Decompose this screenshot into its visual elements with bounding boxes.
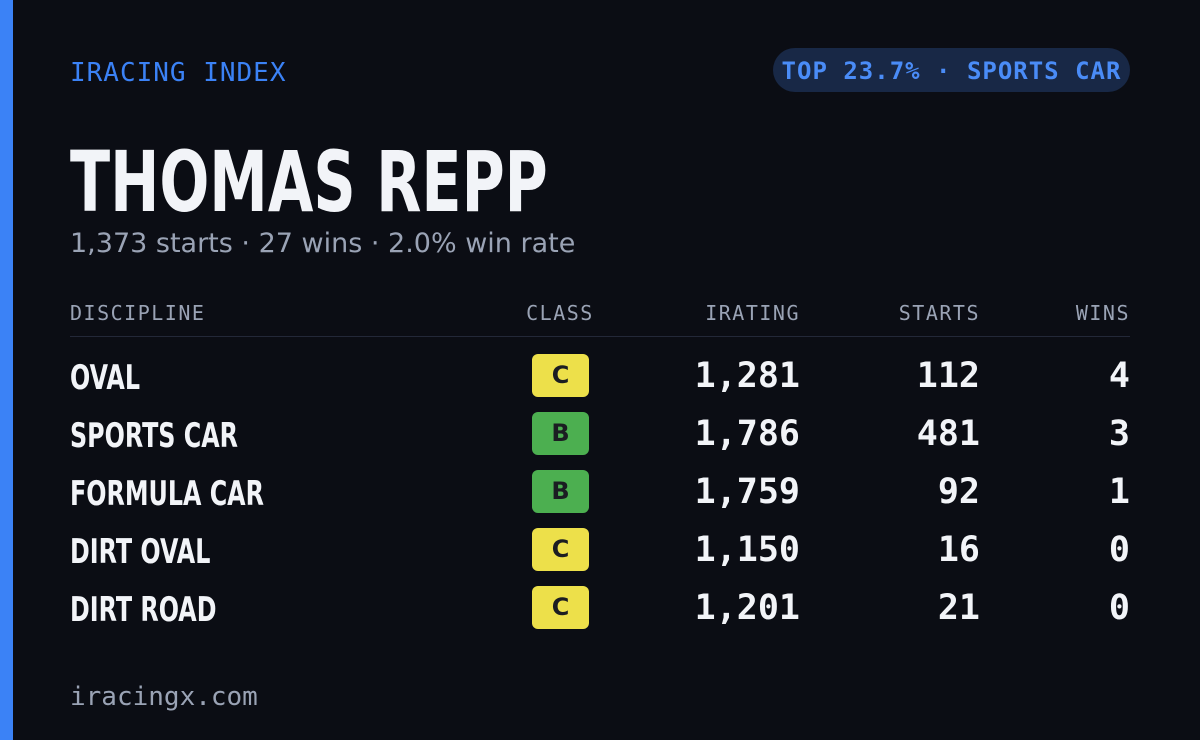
driver-name-text: THOMAS REPP (70, 133, 548, 231)
wins: 4 (1108, 356, 1130, 396)
irating: 1,786 (694, 414, 800, 454)
wins: 1 (1108, 472, 1130, 512)
class-badge: C (532, 586, 589, 629)
driver-name: THOMAS REPP (70, 134, 753, 230)
starts: 112 (916, 356, 980, 396)
column-header: DISCIPLINE (70, 301, 206, 325)
irating: 1,281 (694, 356, 800, 396)
brand: IRACING INDEX (70, 58, 287, 88)
column-header: STARTS (898, 301, 980, 325)
discipline: DIRT ROAD (70, 590, 279, 630)
summary: 1,373 starts · 27 wins · 2.0% win rate (70, 228, 576, 259)
accent-stripe (0, 0, 13, 740)
class-badge: C (532, 528, 589, 571)
starts: 16 (937, 530, 980, 570)
wins: 3 (1108, 414, 1130, 454)
discipline: SPORTS CAR (70, 416, 310, 456)
wins: 0 (1108, 530, 1130, 570)
starts: 92 (937, 472, 980, 512)
discipline-text: DIRT OVAL (70, 532, 211, 572)
wins: 0 (1108, 588, 1130, 628)
site-url: iracingx.com (70, 682, 258, 712)
irating: 1,201 (694, 588, 800, 628)
class-badge: B (532, 470, 589, 513)
starts: 21 (937, 588, 980, 628)
rank-badge: TOP 23.7% · SPORTS CAR (773, 48, 1130, 92)
discipline-text: DIRT ROAD (70, 590, 217, 630)
irating: 1,759 (694, 472, 800, 512)
discipline: OVAL (70, 358, 170, 398)
discipline: DIRT OVAL (70, 532, 271, 572)
header-rule (70, 336, 1130, 337)
class-badge: B (532, 412, 589, 455)
discipline-text: OVAL (70, 358, 140, 398)
discipline-text: SPORTS CAR (70, 416, 238, 456)
discipline-text: FORMULA CAR (70, 474, 264, 514)
column-header: CLASS (526, 301, 594, 325)
discipline: FORMULA CAR (70, 474, 347, 514)
column-header: WINS (1075, 301, 1130, 325)
irating: 1,150 (694, 530, 800, 570)
starts: 481 (916, 414, 980, 454)
class-badge: C (532, 354, 589, 397)
column-header: IRATING (705, 301, 800, 325)
